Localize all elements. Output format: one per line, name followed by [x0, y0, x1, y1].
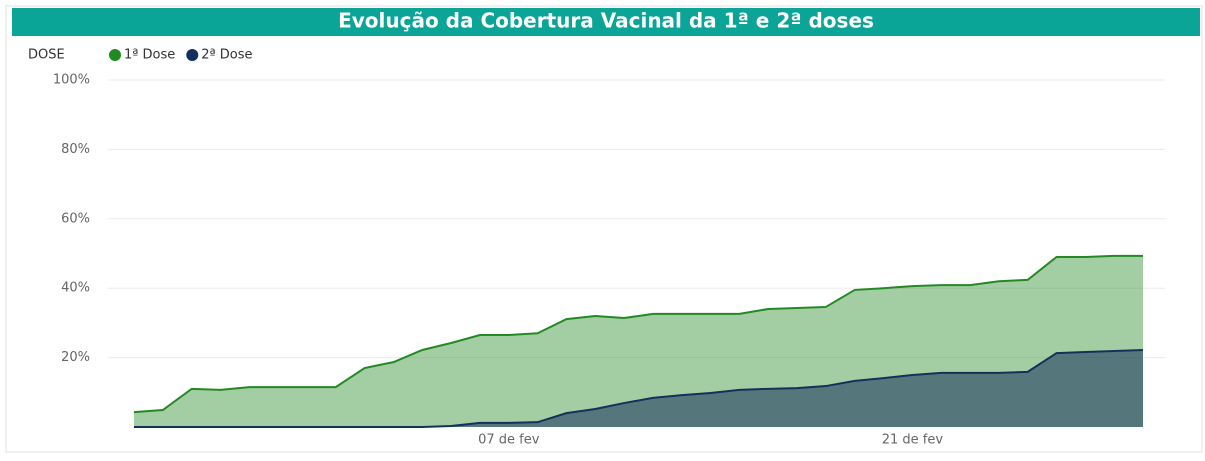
line [133, 254, 1143, 414]
title-bar [12, 8, 1200, 36]
legend-label: 2ª Dose [201, 48, 252, 63]
y-tick-label: 20% [61, 350, 90, 365]
x-tick-label: 07 de fev [478, 433, 540, 448]
line [134, 348, 1144, 428]
y-tick-label: 80% [61, 142, 90, 157]
y-tick-label: 100% [53, 73, 90, 88]
area [134, 349, 1143, 427]
chart-title: Evolução da Cobertura Vacinal da 1ª e 2ª… [338, 9, 874, 33]
legend-title: DOSE [28, 48, 65, 63]
x-tick-label: 21 de fev [882, 433, 944, 448]
legend-marker [109, 49, 121, 61]
legend-marker [186, 49, 199, 61]
legend-label: 1ª Dose [124, 48, 175, 63]
y-tick-label: 60% [61, 211, 90, 226]
y-tick-label: 40% [61, 281, 90, 296]
